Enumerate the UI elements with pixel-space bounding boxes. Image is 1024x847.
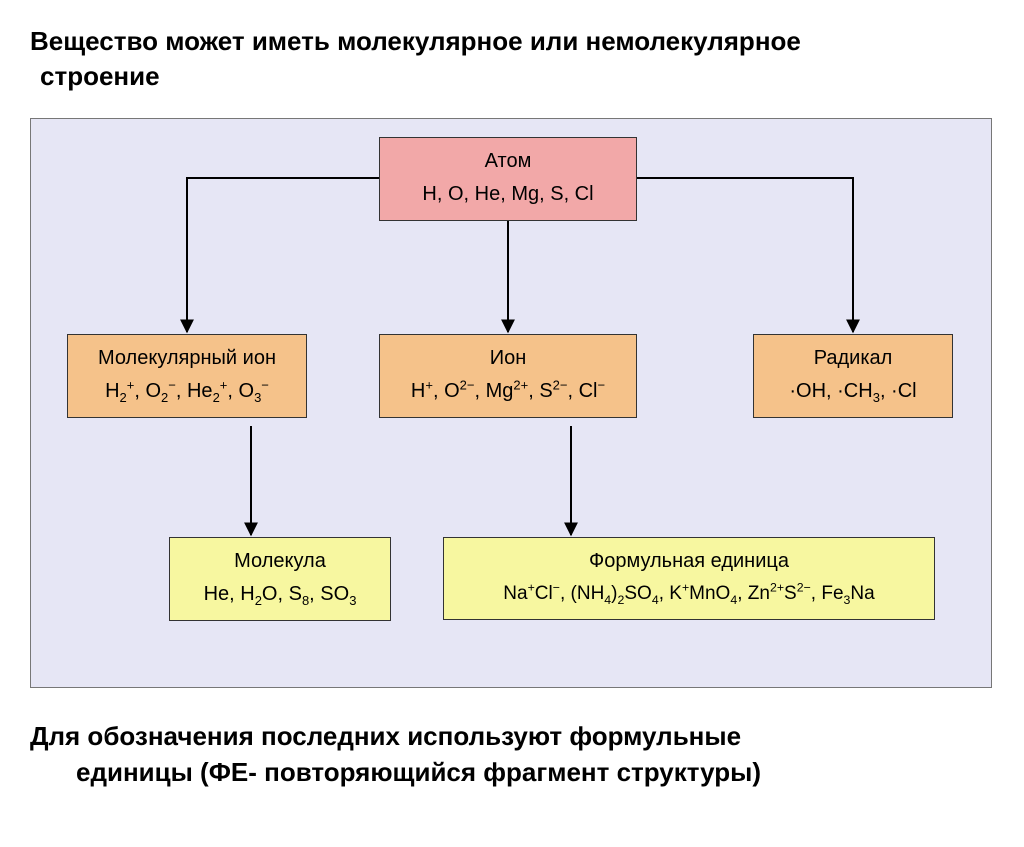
node-molecular-ion-label: Молекулярный ион (76, 345, 298, 372)
node-atom-formula: H, O, He, Mg, S, Cl (388, 181, 628, 208)
title-area: Вещество может иметь молекулярное или не… (30, 24, 994, 94)
footer-line-2: единицы (ФЕ- повторяющийся фрагмент стру… (30, 754, 994, 790)
node-ion-label: Ион (388, 345, 628, 372)
title-line-2: строение (30, 59, 994, 94)
diagram-canvas: Атом H, O, He, Mg, S, Cl Молекулярный ио… (30, 118, 992, 688)
node-atom: Атом H, O, He, Mg, S, Cl (379, 137, 637, 221)
node-formula-unit-formula: Na+Cl−, (NH4)2SO4, K+MnO4, Zn2+S2−, Fe3N… (452, 581, 926, 607)
arrow-atom-molion (187, 178, 379, 332)
node-molecular-ion: Молекулярный ион H2+, O2−, He2+, O3− (67, 334, 307, 418)
node-molecule-label: Молекула (178, 548, 382, 575)
node-ion-formula: H+, O2−, Mg2+, S2−, Cl− (388, 378, 628, 405)
arrow-atom-radical (637, 178, 853, 332)
slide: Вещество может иметь молекулярное или не… (0, 0, 1024, 847)
node-radical: Радикал ·OH, ·CH3, ·Cl (753, 334, 953, 418)
node-radical-formula: ·OH, ·CH3, ·Cl (762, 378, 944, 405)
node-molecular-ion-formula: H2+, O2−, He2+, O3− (76, 378, 298, 405)
footer-area: Для обозначения последних используют фор… (30, 718, 994, 791)
node-radical-label: Радикал (762, 345, 944, 372)
node-molecule-formula: He, H2O, S8, SO3 (178, 581, 382, 608)
footer-line-1: Для обозначения последних используют фор… (30, 718, 994, 754)
node-atom-label: Атом (388, 148, 628, 175)
node-molecule: Молекула He, H2O, S8, SO3 (169, 537, 391, 621)
node-formula-unit: Формульная единица Na+Cl−, (NH4)2SO4, K+… (443, 537, 935, 620)
node-formula-unit-label: Формульная единица (452, 548, 926, 575)
node-ion: Ион H+, O2−, Mg2+, S2−, Cl− (379, 334, 637, 418)
title-line-1: Вещество может иметь молекулярное или не… (30, 24, 994, 59)
